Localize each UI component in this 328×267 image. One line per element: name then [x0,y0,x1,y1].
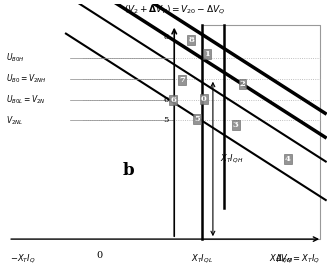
Text: 5: 5 [163,116,169,124]
Text: $X_T I_{QM}$: $X_T I_{QM}$ [269,253,293,265]
Text: 0: 0 [96,250,102,260]
Text: $(V_2+\boldsymbol{\Delta} V_P)=V_{20}-\Delta V_Q$: $(V_2+\boldsymbol{\Delta} V_P)=V_{20}-\D… [124,3,225,16]
Text: 0: 0 [201,95,207,103]
Text: 8: 8 [163,33,169,41]
Text: $\Delta V_Q=X_T I_Q$: $\Delta V_Q=X_T I_Q$ [275,253,320,265]
Text: $-X_T I_Q$: $-X_T I_Q$ [10,253,36,265]
Text: 5: 5 [194,115,200,123]
Text: 8: 8 [188,36,194,44]
Text: b: b [123,162,134,179]
Text: $V_{2NL}$: $V_{2NL}$ [6,114,23,127]
Text: 2: 2 [239,80,245,88]
Text: $U_{B0H}$: $U_{B0H}$ [6,52,25,64]
Text: 6: 6 [163,96,169,104]
Text: 1: 1 [204,50,210,58]
Text: 7: 7 [179,76,185,84]
Text: 4: 4 [285,155,291,163]
Text: $X_T I_{QH}$: $X_T I_{QH}$ [220,152,243,165]
Text: 3: 3 [233,121,238,129]
Text: $X_T I_{QL}$: $X_T I_{QL}$ [191,253,213,265]
Text: 6: 6 [170,96,176,104]
Text: $U_{B0}=V_{2NH}$: $U_{B0}=V_{2NH}$ [6,73,47,85]
Text: $U_{B0L}=V_{2N}$: $U_{B0L}=V_{2N}$ [6,93,46,106]
